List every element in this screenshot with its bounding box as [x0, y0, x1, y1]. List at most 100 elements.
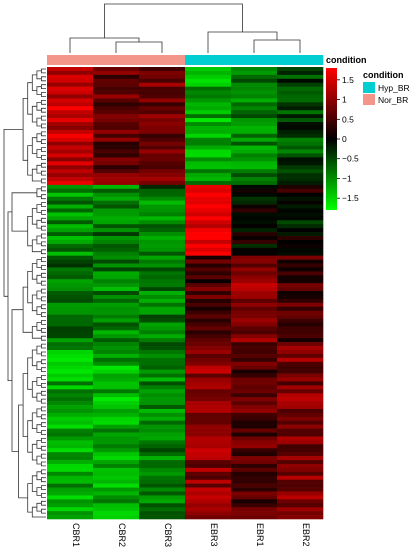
heatmap-cell [185, 169, 232, 174]
heatmap-cell [93, 82, 140, 87]
heatmap-cell [47, 275, 94, 280]
heatmap-cell [185, 255, 232, 260]
heatmap-cell [185, 479, 232, 484]
heatmap-cell [277, 133, 324, 139]
heatmap-cell [185, 192, 232, 197]
heatmap-cell [93, 302, 140, 308]
heatmap-cell [139, 114, 186, 119]
heatmap-cell [93, 94, 140, 99]
heatmap-cell [185, 196, 232, 201]
heatmap-cell [139, 129, 186, 135]
heatmap-cell [185, 118, 232, 123]
dendrogram-branch [41, 186, 46, 192]
heatmap-cell [47, 503, 94, 508]
heatmap-cell [139, 306, 186, 311]
heatmap-cell [185, 326, 232, 331]
heatmap-cell [93, 349, 140, 355]
heatmap-cell [231, 177, 278, 182]
heatmap-cell [231, 420, 278, 425]
heatmap-cell [277, 94, 324, 99]
dendrogram-branch [36, 188, 42, 198]
heatmap-cell [47, 365, 94, 370]
heatmap-cell [47, 377, 94, 382]
heatmap-cell [185, 515, 232, 520]
heatmap-cell [185, 149, 232, 154]
heatmap-cell [47, 479, 94, 484]
heatmap-cell [231, 271, 278, 276]
heatmap-cell [231, 452, 278, 457]
dendrogram-branch [41, 115, 46, 121]
dendrogram-branch [41, 139, 46, 144]
heatmap-cell [47, 180, 94, 186]
heatmap-cell [185, 125, 232, 131]
annotation-cell [47, 55, 94, 65]
heatmap-cell [139, 381, 186, 386]
dendrogram-branch [41, 288, 46, 294]
dendrogram-branch [31, 294, 37, 312]
heatmap-cell [277, 511, 324, 516]
heatmap-cell [185, 259, 232, 264]
heatmap-cell [139, 397, 186, 402]
heatmap-cell [231, 192, 278, 197]
colorbar-tick-label: 1 [342, 95, 347, 105]
heatmap-cell [47, 401, 94, 406]
heatmap-cell [93, 141, 140, 146]
heatmap-cell [277, 475, 324, 480]
heatmap-cell [185, 106, 232, 111]
heatmap-cell [231, 173, 278, 178]
heatmap-cell [231, 499, 278, 504]
heatmap-cell [231, 263, 278, 268]
column-label: EBR1 [255, 523, 265, 547]
heatmap-cell [93, 436, 140, 441]
heatmap-cell [139, 440, 186, 445]
heatmap-cell [231, 357, 278, 363]
heatmap-cell [139, 401, 186, 406]
heatmap-cell [277, 184, 324, 190]
heatmap-cell [93, 74, 140, 80]
heatmap-cell [231, 377, 278, 382]
heatmap-cell [93, 397, 140, 402]
heatmap-cell [277, 204, 324, 209]
heatmap-cell [185, 263, 232, 268]
heatmap-cell [185, 102, 232, 107]
heatmap-cell [231, 318, 278, 323]
heatmap-cell [185, 110, 232, 115]
heatmap-cell [93, 330, 140, 335]
heatmap-cell [47, 416, 94, 422]
heatmap-cell [231, 251, 278, 256]
heatmap-cell [93, 114, 140, 119]
heatmap-cell [185, 428, 232, 433]
heatmap-cell [231, 495, 278, 500]
heatmap-cell [185, 467, 232, 473]
heatmap-cell [231, 408, 278, 414]
heatmap-cell [277, 86, 324, 91]
heatmap-cell [47, 373, 94, 378]
heatmap-cell [231, 432, 278, 437]
heatmap-cell [93, 173, 140, 178]
dendrogram-branch [41, 194, 46, 200]
heatmap-cell [47, 255, 94, 260]
heatmap-cell [47, 471, 94, 477]
heatmap-cell [231, 507, 278, 512]
heatmap-cell [47, 232, 94, 237]
dendrogram-branch [27, 483, 33, 513]
legend-swatch-nor [363, 94, 375, 105]
heatmap-cell [185, 401, 232, 406]
dendrogram-branch [36, 149, 42, 158]
heatmap-cell [185, 487, 232, 492]
heatmap-cell [47, 220, 94, 225]
heatmap-cell [185, 94, 232, 99]
heatmap-cell [139, 471, 186, 477]
heatmap-cell [47, 310, 94, 315]
dendrogram-branch [41, 225, 46, 231]
heatmap-cell [93, 228, 140, 233]
dendrogram-branch [41, 367, 46, 372]
heatmap-cell [93, 456, 140, 461]
heatmap-cell [231, 283, 278, 288]
heatmap-cell [277, 110, 324, 115]
heatmap-cell [93, 306, 140, 311]
dendrogram-branch [27, 271, 33, 304]
heatmap-cell [231, 361, 278, 367]
heatmap-cell [93, 243, 140, 249]
dendrogram-branch [41, 375, 46, 380]
